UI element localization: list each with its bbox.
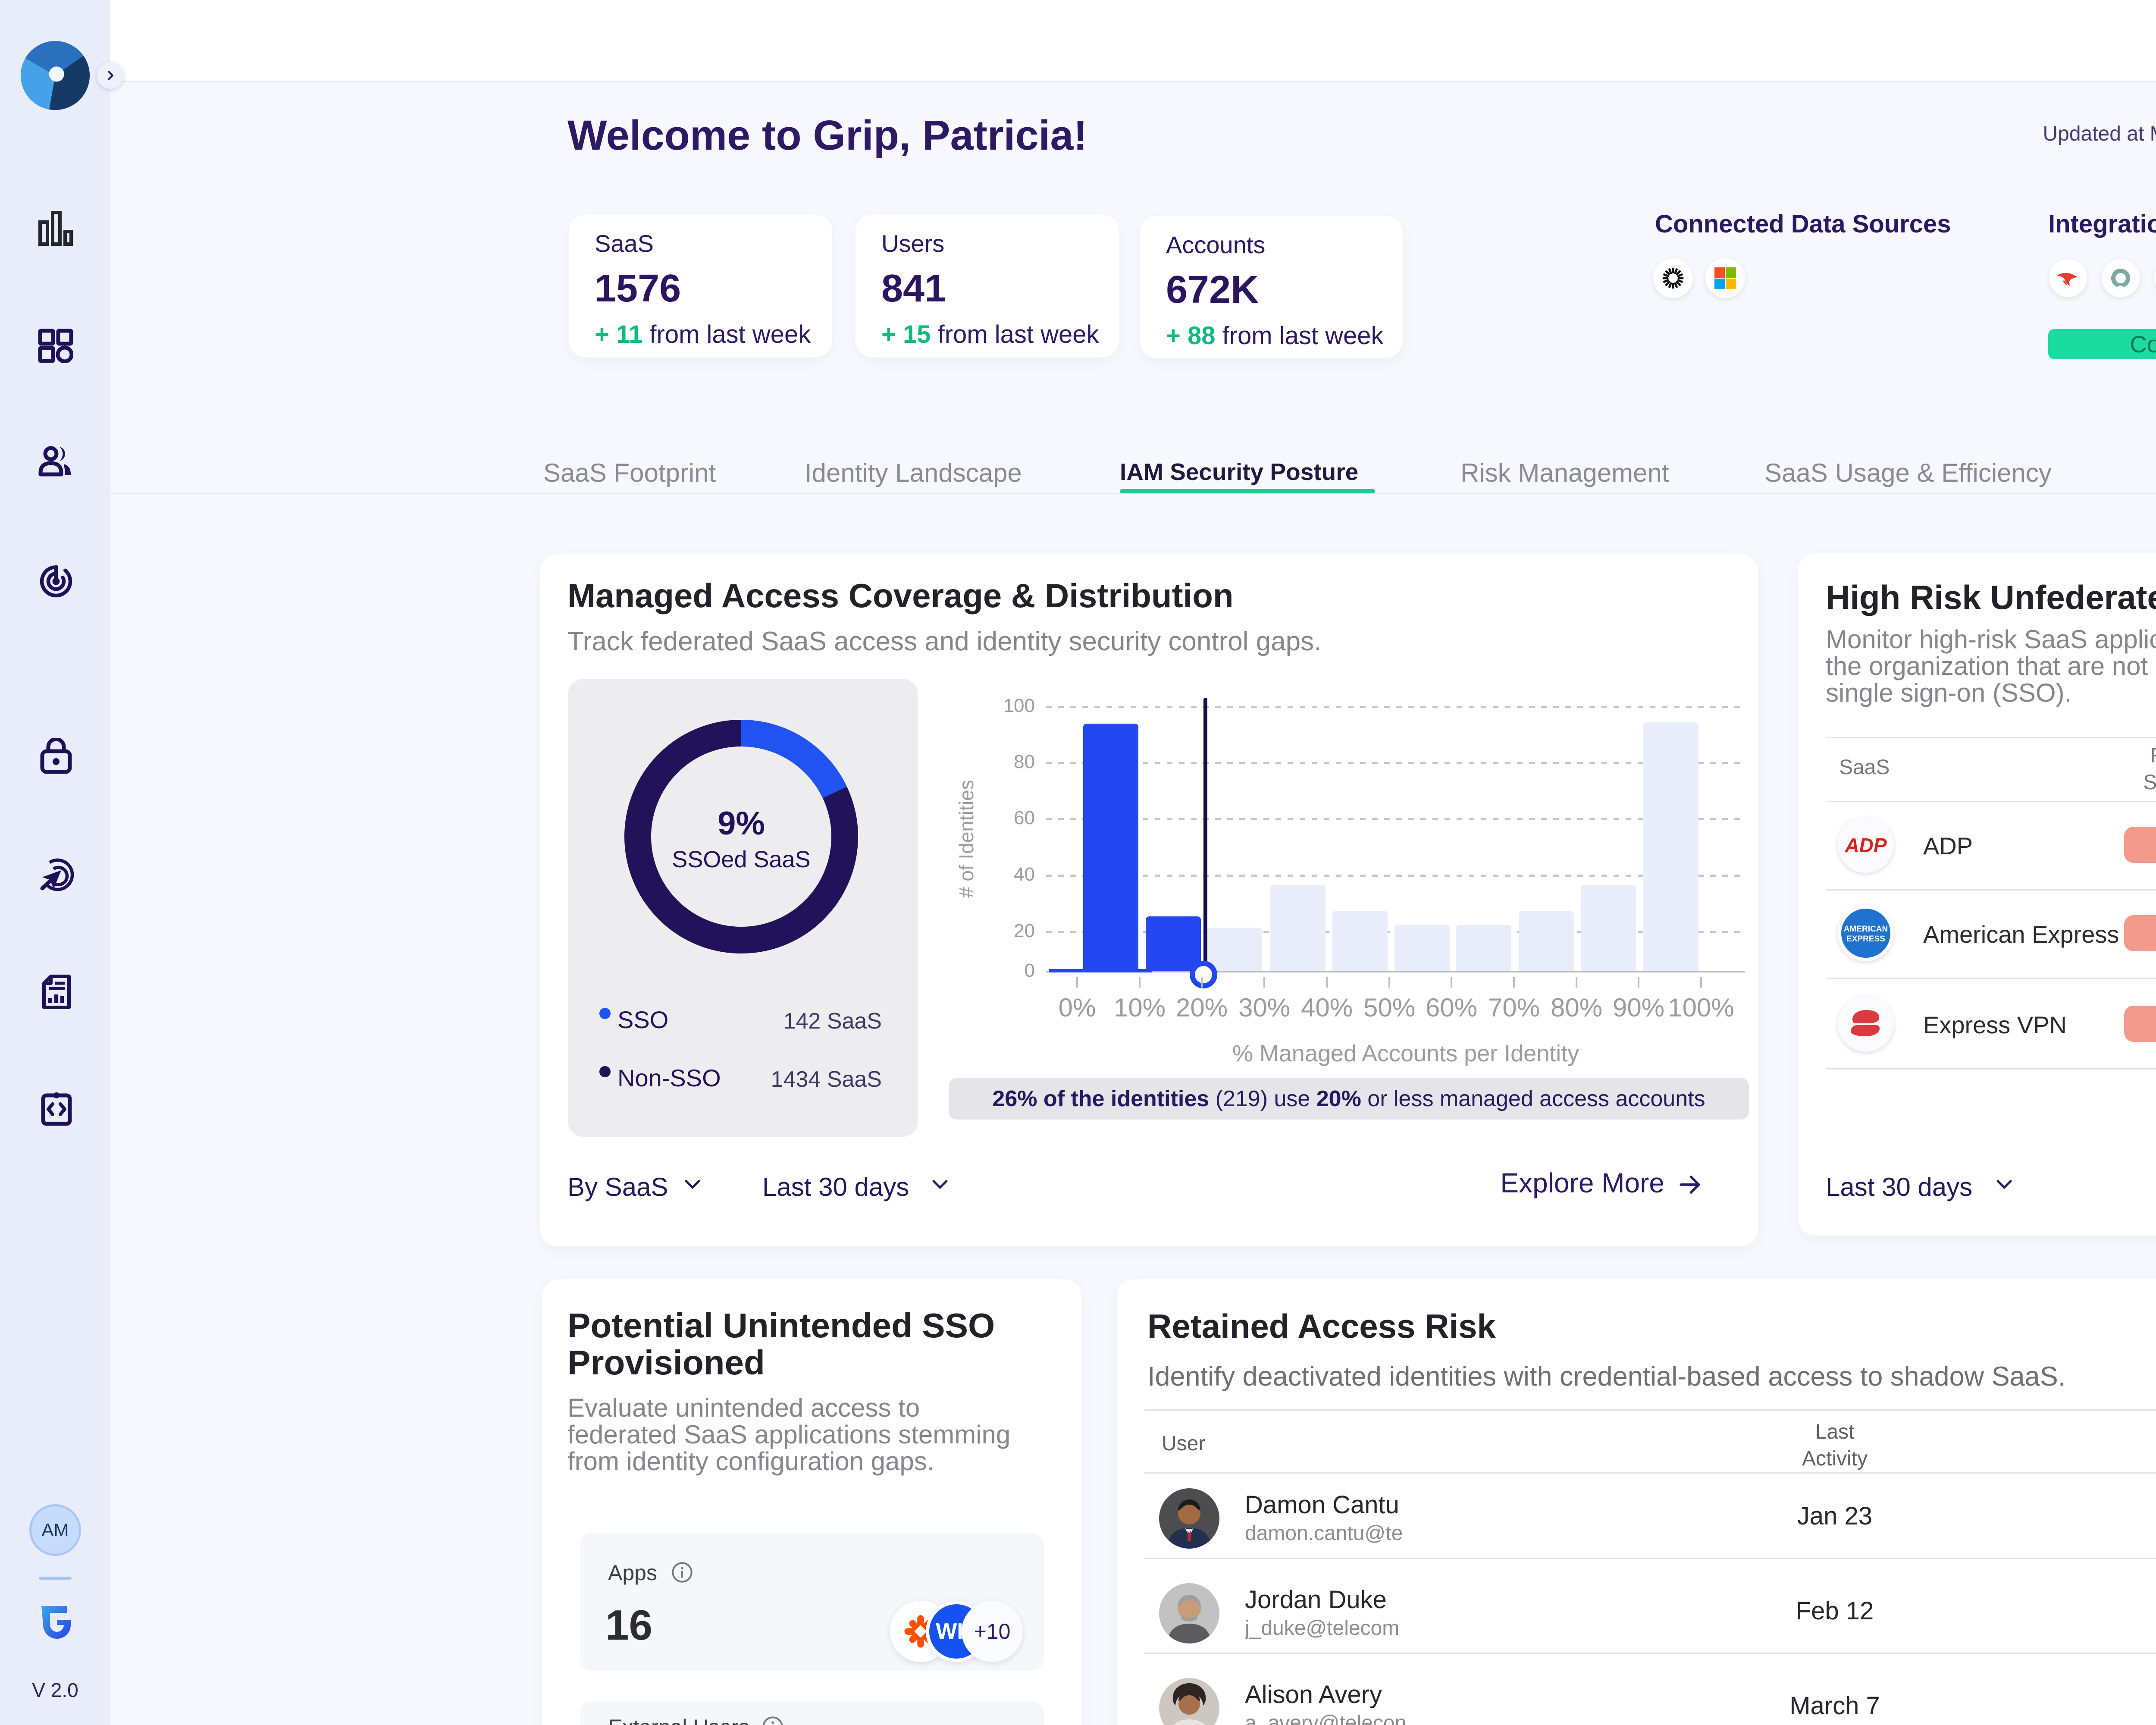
svg-text:ADP: ADP xyxy=(1844,834,1887,856)
svg-text:EXPRESS: EXPRESS xyxy=(1846,935,1885,944)
svg-text:AMERICAN: AMERICAN xyxy=(1844,925,1888,934)
